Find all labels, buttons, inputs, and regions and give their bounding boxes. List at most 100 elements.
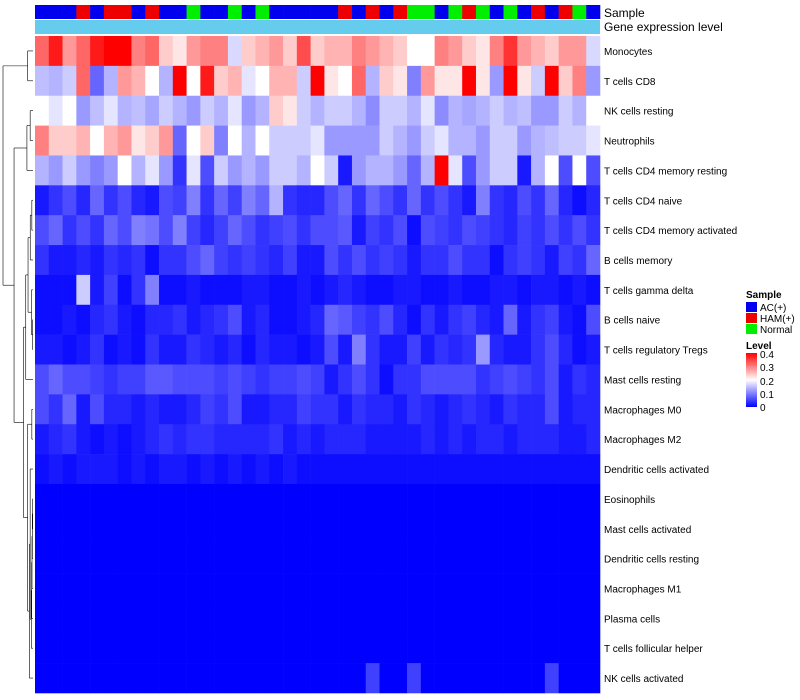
heatmap-cell	[351, 245, 367, 276]
heatmap-cell	[255, 364, 270, 395]
heatmap-cell	[338, 65, 353, 97]
heatmap-cell	[269, 424, 284, 455]
heatmap-cell	[393, 394, 408, 425]
heatmap-cell	[214, 185, 229, 216]
row-label: T cells CD8	[604, 77, 656, 88]
heatmap-cell	[407, 155, 422, 186]
heatmap-cell	[90, 274, 105, 306]
heatmap-cell	[420, 573, 435, 604]
heatmap-cell	[351, 483, 367, 515]
heatmap-cell	[434, 304, 449, 335]
heatmap-cell	[503, 454, 518, 485]
heatmap-cell	[35, 663, 50, 694]
heatmap-cell	[255, 424, 270, 455]
heatmap-cell	[296, 543, 311, 574]
heatmap-cell	[103, 215, 118, 246]
heatmap-cell	[214, 125, 229, 156]
heatmap-cell	[462, 95, 477, 126]
heatmap-cell	[434, 364, 449, 395]
heatmap-cell	[76, 424, 91, 455]
heatmap-cell	[186, 304, 201, 335]
heatmap-cell	[200, 155, 215, 186]
heatmap-cell	[131, 513, 146, 544]
heatmap-cell	[586, 573, 601, 604]
heatmap-cell	[448, 543, 463, 574]
heatmap-cell	[103, 663, 118, 694]
heatmap-cell	[324, 543, 339, 574]
heatmap-cell	[117, 274, 132, 306]
heatmap-cell	[503, 424, 518, 455]
heatmap-cell	[255, 543, 270, 574]
heatmap-cell	[365, 185, 380, 216]
heatmap-cell	[475, 543, 491, 574]
heatmap-cell	[255, 304, 270, 335]
heatmap-cell	[544, 185, 559, 216]
heatmap-cell	[572, 573, 587, 604]
heatmap-cell	[351, 663, 367, 694]
heatmap-cell	[172, 245, 187, 276]
heatmap-cell	[172, 95, 187, 126]
heatmap-cell	[76, 364, 91, 395]
heatmap-cell	[200, 364, 215, 395]
heatmap-cell	[227, 95, 243, 126]
heatmap-cell	[186, 155, 201, 186]
heatmap-cell	[35, 633, 50, 664]
heatmap-cell	[503, 245, 518, 276]
heatmap-cell	[117, 483, 132, 515]
heatmap-cell	[186, 36, 201, 67]
heatmap-cell	[200, 663, 215, 694]
heatmap-cell	[131, 394, 146, 425]
heatmap-cell	[324, 573, 339, 604]
legend-swatch-normal	[746, 324, 757, 334]
heatmap-cell	[324, 364, 339, 395]
heatmap-cell	[351, 513, 367, 544]
heatmap-cell	[462, 155, 477, 186]
heatmap-cell	[62, 513, 77, 544]
heatmap-cell	[255, 95, 270, 126]
heatmap-cell	[517, 185, 532, 216]
heatmap-cell	[324, 245, 339, 276]
heatmap-cell	[62, 364, 77, 395]
row-label: Mast cells activated	[604, 525, 691, 536]
heatmap-cell	[200, 65, 215, 97]
heatmap-cell	[131, 603, 146, 634]
heatmap-cell	[503, 125, 518, 156]
heatmap-cell	[90, 125, 105, 156]
heatmap-cell	[131, 65, 146, 97]
heatmap-cell	[145, 304, 160, 335]
gene-expression-annotation-label: Gene expression level	[604, 20, 723, 34]
heatmap-cell	[544, 65, 559, 97]
heatmap-cell	[186, 185, 201, 216]
heatmap-cell	[48, 483, 63, 515]
heatmap-cell	[145, 155, 160, 186]
heatmap-cell	[186, 65, 201, 97]
heatmap-cell	[475, 364, 491, 395]
heatmap-cell	[365, 155, 380, 186]
heatmap-cell	[103, 36, 118, 67]
heatmap-cell	[159, 155, 174, 186]
heatmap-cell	[338, 274, 353, 306]
heatmap-cell	[324, 454, 339, 485]
heatmap-cell	[172, 663, 187, 694]
heatmap-cell	[103, 334, 118, 365]
heatmap-cell	[131, 125, 146, 156]
heatmap-cell	[310, 304, 325, 335]
heatmap-cell	[393, 513, 408, 544]
heatmap-cell	[517, 573, 532, 604]
heatmap-cell	[310, 65, 325, 97]
heatmap-cell	[379, 603, 394, 634]
heatmap-cell	[393, 36, 408, 67]
heatmap-cell	[393, 633, 408, 664]
heatmap-cell	[420, 394, 435, 425]
heatmap-cell	[434, 424, 449, 455]
heatmap-cell	[407, 543, 422, 574]
heatmap-cell	[269, 573, 284, 604]
heatmap-cell	[572, 603, 587, 634]
heatmap-cell	[241, 633, 256, 664]
heatmap-cell	[76, 483, 91, 515]
heatmap-cell	[227, 215, 243, 246]
heatmap-cell	[351, 185, 367, 216]
heatmap-cell	[531, 603, 546, 634]
heatmap-cell	[407, 274, 422, 306]
heatmap-cell	[338, 543, 353, 574]
